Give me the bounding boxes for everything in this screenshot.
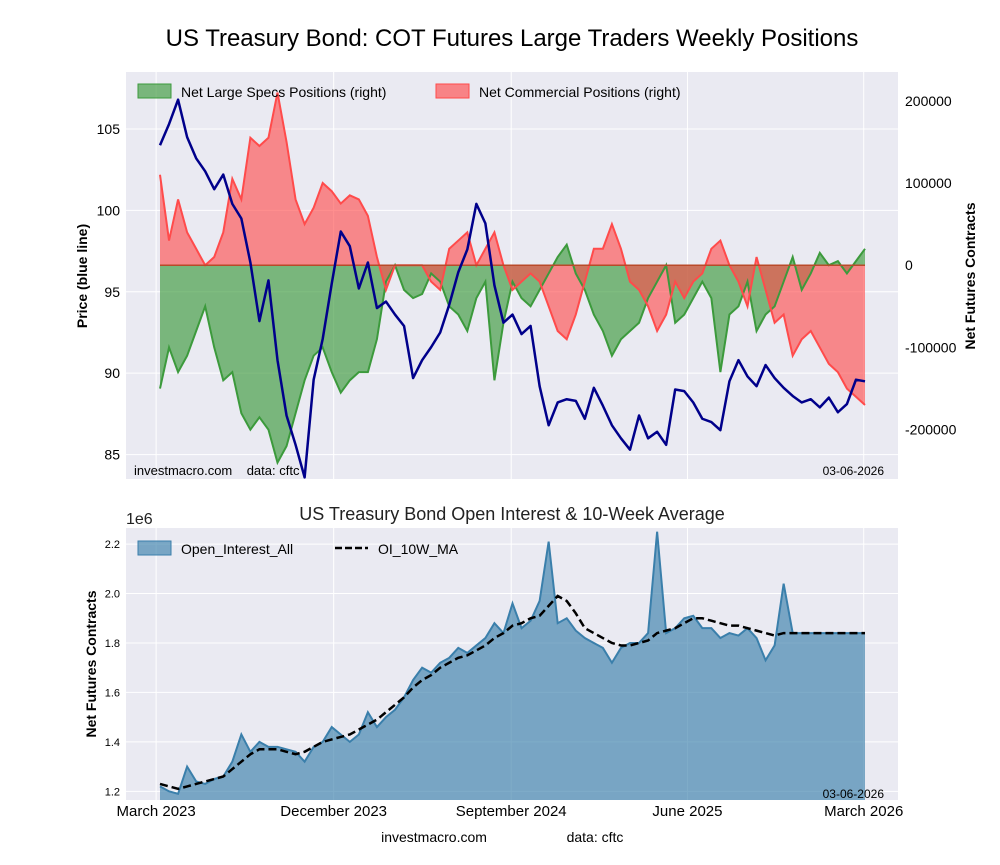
top-left-tick-label: 85 <box>104 447 120 463</box>
top-left-tick-label: 90 <box>104 365 120 381</box>
bot-ytick-label: 1.6 <box>105 687 120 699</box>
bottom-date-label: 03-06-2026 <box>823 787 885 801</box>
top-lines <box>158 92 866 479</box>
top-right-ylabel: Net Futures Contracts <box>962 202 978 349</box>
bot-ytick-label: 1.2 <box>105 786 120 798</box>
net-specs-area <box>160 244 865 463</box>
bot-xticks: March 2023 December 2023 September 2024 Jun… <box>117 803 904 820</box>
bot-xtick-label: March 2023 <box>117 803 196 820</box>
net-commercial-area <box>160 92 865 405</box>
footer-site: investmacro.com <box>381 829 487 845</box>
legend-ma-label: OI_10W_MA <box>378 541 459 557</box>
legend-oi-swatch <box>137 540 172 556</box>
legend-specs-label: Net Large Specs Positions (right) <box>181 84 386 100</box>
bot-lines <box>159 531 865 796</box>
bot-yticks: 1.2 1.4 1.6 1.8 2.0 2.2 <box>105 539 120 798</box>
top-right-tick-label: 100000 <box>905 175 952 191</box>
bottom-title: US Treasury Bond Open Interest & 10-Week… <box>299 504 725 524</box>
top-watermark: investmacro.com data: cftc <box>134 463 300 478</box>
bottom-legend: Open_Interest_All OI_10W_MA <box>137 540 459 557</box>
legend-commercial-label: Net Commercial Positions (right) <box>479 84 681 100</box>
top-left-ticks: 85 90 95 100 105 <box>97 121 121 463</box>
top-left-tick-label: 105 <box>97 121 121 137</box>
bot-ytick-label: 2.0 <box>105 589 120 601</box>
legend-specs-swatch <box>137 83 172 99</box>
bot-xtick-label: June 2025 <box>652 803 722 820</box>
top-fills <box>160 92 865 463</box>
open-interest-area <box>160 531 865 800</box>
top-left-tick-label: 95 <box>104 284 120 300</box>
top-right-ticks: 200000 100000 0 -100000 -200000 <box>905 93 957 438</box>
footer-source: data: cftc <box>567 829 624 845</box>
bot-xtick-label: December 2023 <box>280 803 387 820</box>
net-specs-line <box>159 242 866 466</box>
bottom-ylabel: Net Futures Contracts <box>83 590 99 737</box>
bot-ytick-label: 1.8 <box>105 638 120 650</box>
top-left-tick-label: 100 <box>97 202 121 218</box>
bot-ytick-label: 2.2 <box>105 539 120 551</box>
bot-xtick-label: March 2026 <box>824 803 903 820</box>
price-line <box>158 98 866 479</box>
bottom-exponent: 1e6 <box>126 511 153 528</box>
top-right-tick-label: 0 <box>905 257 913 273</box>
legend-oi-label: Open_Interest_All <box>181 541 293 557</box>
net-commercial-line <box>159 92 866 406</box>
top-left-ylabel: Price (blue line) <box>74 224 90 328</box>
top-right-tick-label: -100000 <box>905 339 957 355</box>
top-legend: Net Large Specs Positions (right) Net Co… <box>137 83 681 100</box>
top-date-label: 03-06-2026 <box>823 464 885 478</box>
bot-xtick-label: September 2024 <box>456 803 567 820</box>
bot-ytick-label: 1.4 <box>105 737 120 749</box>
bot-fills <box>160 531 865 800</box>
top-right-tick-label: 200000 <box>905 93 952 109</box>
oi-10w-ma-line <box>159 594 865 791</box>
legend-commercial-swatch <box>435 83 470 99</box>
chart-main-title: US Treasury Bond: COT Futures Large Trad… <box>166 25 859 52</box>
top-right-tick-label: -200000 <box>905 422 957 438</box>
